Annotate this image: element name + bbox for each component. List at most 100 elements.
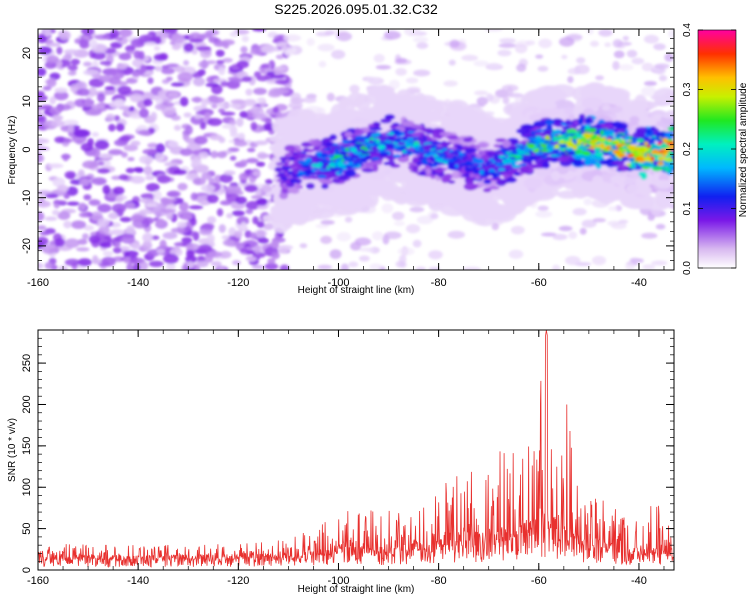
heatmap-cell-1109 [463, 266, 481, 270]
heatmap-cell-4601 [448, 162, 456, 168]
heatmap-cell-949 [641, 232, 658, 239]
heatmap-cell-1021 [495, 89, 509, 98]
heatmap-cell-699 [218, 108, 226, 114]
heatmap-cell-825 [156, 248, 165, 254]
heatmap-cell-4514 [572, 146, 578, 150]
heatmap-cell-4697 [361, 150, 370, 155]
heatmap-cell-4675 [460, 155, 469, 159]
heatmap-cell-763 [88, 86, 97, 97]
heatmap-cell-563 [156, 218, 165, 226]
heatmap-cell-788 [260, 63, 270, 69]
heatmap-cell-965 [290, 92, 301, 101]
heatmap-cell-2458 [273, 197, 285, 206]
heatmap-cell-871 [99, 60, 112, 66]
heatmap-cell-947 [412, 239, 422, 248]
heatmap-cell-583 [201, 223, 215, 230]
heatmap-cell-3847 [376, 131, 381, 136]
heatmap-cell-827 [155, 143, 166, 154]
heatmap-cell-4674 [274, 166, 283, 172]
heatmap-cell-487 [85, 109, 102, 116]
heatmap-cell-4324 [556, 135, 564, 138]
heatmap-cell-4308 [538, 147, 545, 150]
spectrogram-x-tick-label-0: -160 [27, 277, 49, 289]
spectrogram-y-axis-label: Frequency (Hz) [7, 116, 18, 185]
heatmap-cell-126 [219, 250, 232, 259]
snr-x-tick-label-1: -140 [127, 575, 149, 587]
heatmap-cell-4265 [650, 156, 655, 161]
heatmap-cell-1247 [552, 233, 568, 241]
heatmap-cell-52 [226, 213, 234, 219]
heatmap-cell-3316 [439, 131, 453, 137]
heatmap-cell-516 [249, 232, 257, 240]
heatmap-cell-4638 [540, 149, 549, 153]
heatmap-cell-3868 [347, 162, 353, 166]
heatmap-cell-4027 [642, 161, 652, 167]
heatmap-cell-3275 [650, 126, 657, 131]
heatmap-cell-866 [131, 71, 141, 77]
heatmap-cell-4711 [337, 161, 345, 166]
heatmap-cell-4653 [298, 160, 305, 164]
heatmap-cell-716 [240, 248, 249, 253]
heatmap-cell-1246 [324, 30, 335, 36]
heatmap-cell-3979 [338, 169, 344, 175]
heatmap-cell-3651 [649, 137, 656, 143]
heatmap-cell-575 [59, 30, 71, 41]
heatmap-cell-317 [38, 67, 47, 77]
heatmap-cell-739 [176, 221, 188, 229]
heatmap-cell-3871 [584, 125, 590, 129]
heatmap-cell-3325 [533, 120, 547, 128]
heatmap-cell-4640 [441, 148, 448, 151]
colorbar-tick-label-1: 0.1 [682, 201, 693, 215]
heatmap-cell-1248 [535, 210, 553, 218]
heatmap-cell-4716 [555, 137, 562, 142]
heatmap-cell-1240 [302, 97, 317, 104]
heatmap-cell-1134 [393, 221, 405, 226]
heatmap-cell-3504 [657, 161, 664, 166]
heatmap-cell-1204 [559, 37, 575, 47]
colorbar-tick-label-4: 0.4 [682, 23, 693, 37]
heatmap-cell-980 [641, 86, 657, 97]
heatmap-cell-718 [266, 71, 275, 77]
heatmap-cell-2607 [480, 190, 494, 197]
heatmap-cell-857 [142, 148, 158, 155]
heatmap-cell-2572 [312, 197, 322, 204]
heatmap-cell-410 [274, 79, 290, 85]
heatmap-cell-1184 [369, 263, 383, 270]
heatmap-cell-830 [256, 97, 265, 103]
heatmap-cell-1880 [375, 93, 390, 103]
heatmap-cell-143 [211, 261, 222, 267]
heatmap-cell-893 [185, 243, 200, 251]
heatmap-cell-704 [109, 229, 125, 236]
heatmap-cell-681 [73, 129, 89, 138]
heatmap-cell-1179 [586, 29, 594, 35]
heatmap-cell-854 [97, 218, 110, 227]
heatmap-cell-2679 [397, 155, 410, 163]
heatmap-cell-771 [153, 54, 167, 61]
heatmap-cell-1048 [572, 208, 587, 216]
heatmap-cell-887 [215, 49, 225, 57]
heatmap-cell-1219 [486, 93, 494, 102]
heatmap-cell-3284 [577, 117, 584, 126]
heatmap-cell-4239 [411, 151, 421, 155]
heatmap-cell-2350 [581, 96, 603, 109]
heatmap-cell-846 [204, 112, 211, 118]
heatmap-cell-4685 [498, 167, 506, 172]
heatmap-cell-4391 [547, 147, 553, 151]
heatmap-cell-1135 [415, 266, 426, 270]
heatmap-cell-4394 [436, 150, 444, 153]
heatmap-cell-670 [230, 99, 246, 104]
heatmap-cell-132 [253, 87, 267, 95]
heatmap-cell-4724 [610, 146, 616, 149]
heatmap-cell-3720 [534, 152, 544, 156]
heatmap-cell-768 [159, 239, 167, 250]
heatmap-cell-218 [141, 91, 155, 102]
spectrogram-y-tick-label-1: -10 [21, 190, 33, 206]
heatmap-cell-3905 [432, 162, 440, 166]
heatmap-cell-759 [157, 175, 171, 184]
heatmap-cell-2330 [458, 190, 472, 201]
heatmap-cell-75 [211, 103, 218, 109]
heatmap-cell-205 [240, 46, 248, 54]
heatmap-cell-884 [217, 103, 231, 108]
